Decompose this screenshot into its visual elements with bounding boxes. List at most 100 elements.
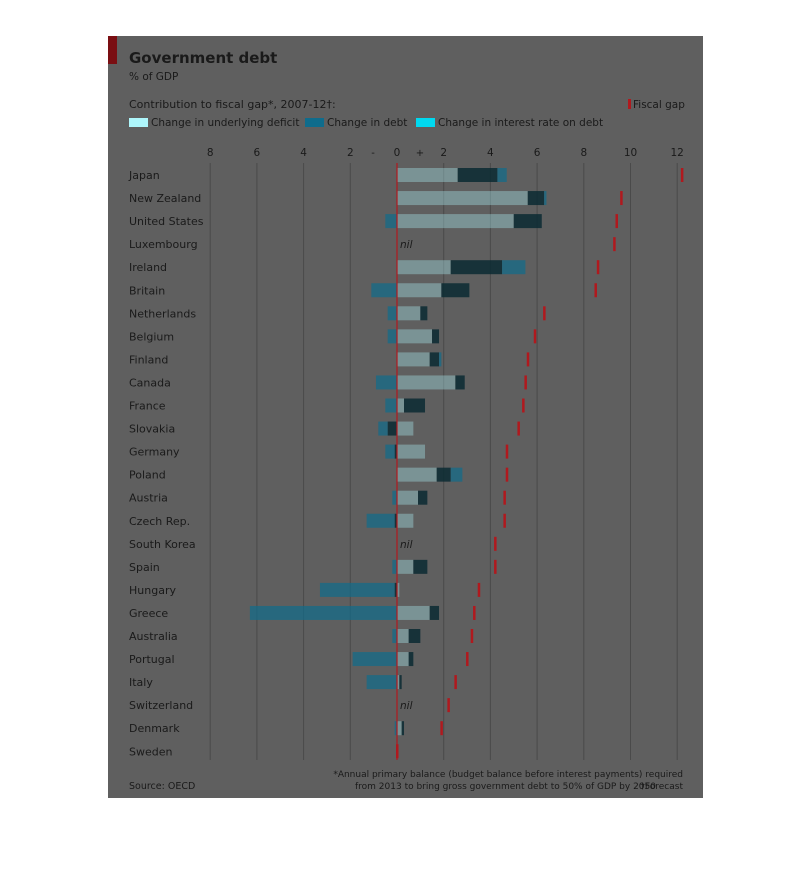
- footnote-line-2: from 2013 to bring gross government debt…: [355, 782, 656, 792]
- bar-deficit: [397, 168, 458, 182]
- bars-layer: [249, 163, 684, 760]
- fiscal-gap-marker: [470, 629, 474, 643]
- country-label: Italy: [129, 676, 153, 689]
- bar-interest: [385, 444, 395, 459]
- fiscal-gap-marker: [524, 375, 527, 390]
- bar-debt: [513, 214, 542, 229]
- country-label: New Zealand: [129, 192, 201, 205]
- bar-deficit: [397, 191, 528, 206]
- bar-debt: [436, 467, 451, 482]
- country-label: Ireland: [129, 261, 167, 274]
- bar-debt: [432, 329, 440, 344]
- bar-interest: [394, 721, 397, 736]
- labels-layer: 8 6 4 2 0 2 4 6 8 10 12 Japan New Zealand United Stat…: [128, 147, 684, 758]
- country-label: Canada: [129, 376, 171, 389]
- bar-interest: [439, 352, 442, 367]
- chart-background: [108, 36, 703, 798]
- country-label: Poland: [129, 469, 166, 482]
- fiscal-gap-marker: [503, 513, 506, 528]
- bar-debt: [429, 605, 440, 620]
- bar-debt: [399, 675, 402, 690]
- bar-deficit: [397, 467, 437, 482]
- country-label: United States: [129, 215, 204, 228]
- country-label: Slovakia: [129, 423, 175, 436]
- fiscal-gap-marker: [477, 582, 481, 597]
- bar-interest: [375, 375, 397, 390]
- x-tick-label: 4: [487, 147, 494, 159]
- bar-debt: [401, 721, 405, 736]
- bar-debt: [455, 375, 465, 390]
- fiscal-gap-marker: [454, 675, 457, 690]
- country-label: Portugal: [129, 653, 175, 666]
- fiscal-gap-marker: [503, 490, 506, 505]
- legend-swatch-debt: [305, 118, 324, 127]
- bar-debt: [408, 629, 421, 643]
- chart-title: Government debt: [129, 49, 277, 67]
- x-tick-label: 0: [394, 147, 401, 159]
- bar-interest: [352, 652, 397, 667]
- country-label: Denmark: [129, 722, 180, 735]
- bar-deficit: [397, 582, 400, 597]
- bar-interest: [378, 421, 388, 436]
- bar-deficit: [397, 375, 456, 390]
- country-label: Finland: [129, 353, 168, 366]
- fiscal-gap-marker: [680, 168, 684, 182]
- nil-label: nil: [400, 700, 413, 712]
- fiscal-gap-marker: [613, 237, 616, 252]
- bar-interest: [392, 629, 397, 643]
- bar-interest: [497, 168, 507, 182]
- bar-deficit: [397, 421, 414, 436]
- footnote-forecast: †Forecast: [640, 782, 683, 792]
- bar-interest: [392, 559, 397, 574]
- bar-deficit: [397, 306, 421, 321]
- fiscal-gap-marker: [505, 467, 509, 482]
- fiscal-gap-marker: [473, 605, 476, 620]
- x-tick-label: 12: [671, 147, 684, 159]
- country-label: Sweden: [129, 745, 172, 758]
- legend-label-deficit: Change in underlying deficit: [151, 117, 299, 129]
- fiscal-gap-marker: [466, 652, 469, 667]
- fiscal-gap-marker: [517, 421, 520, 436]
- chart-subtitle: % of GDP: [129, 71, 178, 83]
- bar-interest: [319, 582, 395, 597]
- fiscal-gap-marker: [494, 536, 497, 551]
- country-label: France: [129, 400, 166, 413]
- bar-deficit: [397, 352, 430, 367]
- legend-swatch-fiscal-gap: [628, 99, 631, 109]
- x-tick-label: 6: [534, 147, 541, 159]
- bar-deficit: [397, 490, 419, 505]
- bar-debt: [404, 398, 426, 413]
- country-label: Britain: [129, 284, 165, 297]
- bar-deficit: [397, 444, 426, 459]
- bar-interest: [450, 467, 463, 482]
- bar-interest: [366, 675, 397, 690]
- country-label: Czech Rep.: [129, 515, 190, 528]
- bar-interest: [385, 214, 397, 229]
- bar-deficit: [397, 398, 405, 413]
- country-label: Japan: [128, 169, 160, 182]
- country-label: Austria: [129, 492, 168, 505]
- nil-label: nil: [400, 239, 413, 251]
- bar-debt: [394, 513, 397, 528]
- bar-debt: [418, 490, 428, 505]
- bar-deficit: [397, 559, 414, 574]
- x-tick-label: 2: [440, 147, 447, 159]
- bar-debt: [413, 559, 428, 574]
- bar-interest: [366, 513, 395, 528]
- bar-deficit: [397, 605, 430, 620]
- fiscal-gap-marker: [440, 721, 443, 736]
- fiscal-gap-marker: [543, 306, 546, 321]
- country-label: Spain: [129, 561, 160, 574]
- bar-deficit: [397, 629, 409, 643]
- legend-swatch-deficit: [129, 118, 148, 127]
- country-label: Hungary: [129, 584, 176, 597]
- country-label: Greece: [129, 607, 168, 620]
- bar-interest: [371, 283, 397, 298]
- bar-debt: [457, 168, 498, 182]
- title-accent-bar: [108, 36, 117, 64]
- country-label: Netherlands: [129, 307, 196, 320]
- minus-sign: -: [371, 148, 375, 159]
- bar-deficit: [397, 283, 442, 298]
- fiscal-gap-marker: [620, 191, 623, 206]
- x-tick-label: 6: [254, 147, 261, 159]
